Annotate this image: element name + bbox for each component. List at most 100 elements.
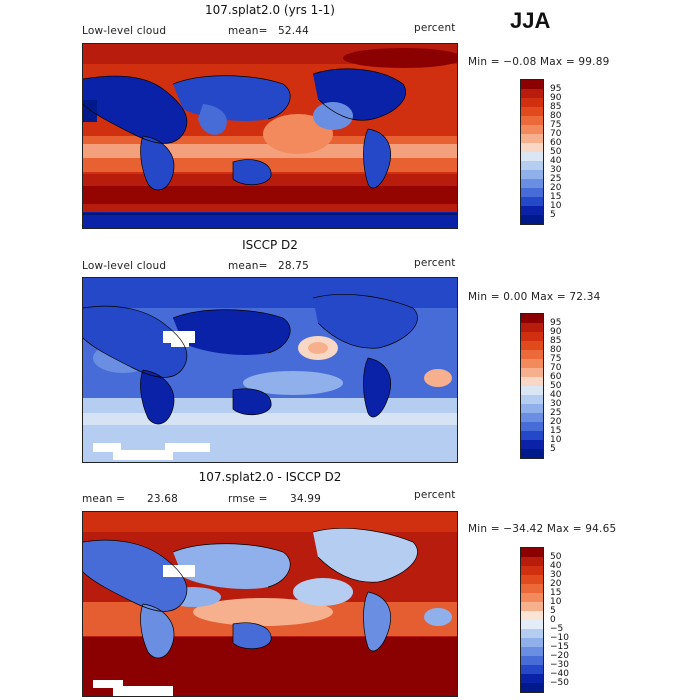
colorbar-swatch	[521, 332, 543, 341]
colorbar-tick-label: 15	[550, 192, 562, 202]
colorbar-swatch	[521, 413, 543, 422]
colorbar-tick-label: 20	[550, 183, 562, 193]
colorbar-swatch	[521, 404, 543, 413]
colorbar-swatch	[521, 386, 543, 395]
colorbar-swatch	[521, 611, 543, 620]
colorbar-swatch	[521, 359, 543, 368]
colorbar-tick-label: 90	[550, 93, 562, 103]
colorbar-swatch	[521, 620, 543, 629]
colorbar-tick-label: −15	[550, 642, 569, 652]
colorbar-swatch	[521, 98, 543, 107]
panel-3-mean-value: 23.68	[147, 493, 179, 505]
colorbar-tick-label: 0	[550, 615, 556, 625]
colorbar-tick-label: 95	[550, 84, 562, 94]
colorbar-swatch	[521, 206, 543, 215]
panel-2-units-label: percent	[414, 257, 456, 269]
colorbar-tick-label: 50	[550, 147, 562, 157]
colorbar-tick-label: −10	[550, 633, 569, 643]
colorbar-swatch	[521, 575, 543, 584]
colorbar-swatch	[521, 602, 543, 611]
colorbar-tick-label: 5	[550, 210, 556, 220]
colorbar-swatch	[521, 377, 543, 386]
colorbar-swatch	[521, 215, 543, 224]
colorbar-swatch	[521, 350, 543, 359]
panel-3-title: 107.splat2.0 - ISCCP D2	[198, 470, 342, 484]
colorbar-swatch	[521, 125, 543, 134]
colorbar-swatch	[521, 197, 543, 206]
colorbar-swatch	[521, 107, 543, 116]
season-label: JJA	[510, 8, 551, 33]
colorbar-swatch	[521, 89, 543, 98]
colorbar-tick-label: 60	[550, 372, 562, 382]
panel-3-units-label: percent	[414, 489, 456, 501]
colorbar-tick-label: 30	[550, 399, 562, 409]
colorbar-tick-label: 10	[550, 201, 562, 211]
colorbar-tick-label: 15	[550, 588, 562, 598]
panel-3-colorbar-swatches	[521, 548, 543, 692]
colorbar-swatch	[521, 323, 543, 332]
colorbar-swatch	[521, 80, 543, 89]
panel-3-colorbar	[520, 547, 544, 693]
panel-3-minmax: Min = −34.42 Max = 94.65	[468, 523, 617, 535]
colorbar-tick-label: 20	[550, 417, 562, 427]
panel-1-mean-value: 52.44	[278, 25, 310, 37]
colorbar-tick-label: 75	[550, 120, 562, 130]
colorbar-swatch	[521, 368, 543, 377]
colorbar-swatch	[521, 143, 543, 152]
panel-2-title: ISCCP D2	[242, 238, 298, 252]
panel-2-map	[82, 277, 458, 463]
colorbar-tick-label: 5	[550, 444, 556, 454]
colorbar-tick-label: 10	[550, 435, 562, 445]
colorbar-swatch	[521, 548, 543, 557]
colorbar-tick-label: 85	[550, 102, 562, 112]
colorbar-swatch	[521, 449, 543, 458]
colorbar-swatch	[521, 170, 543, 179]
colorbar-tick-label: 5	[550, 606, 556, 616]
panel-2-mean-label: mean=	[228, 260, 268, 272]
panel-1-colorbar-swatches	[521, 80, 543, 224]
panel-2-mean-value: 28.75	[278, 260, 310, 272]
colorbar-tick-label: 85	[550, 336, 562, 346]
colorbar-tick-label: 80	[550, 111, 562, 121]
colorbar-swatch	[521, 341, 543, 350]
colorbar-swatch	[521, 647, 543, 656]
colorbar-swatch	[521, 134, 543, 143]
panel-2-variable-label: Low-level cloud	[82, 260, 167, 272]
colorbar-tick-label: −5	[550, 624, 564, 634]
colorbar-swatch	[521, 665, 543, 674]
panel-1-units-label: percent	[414, 22, 456, 34]
colorbar-tick-label: 30	[550, 165, 562, 175]
colorbar-swatch	[521, 557, 543, 566]
colorbar-swatch	[521, 638, 543, 647]
colorbar-tick-label: 80	[550, 345, 562, 355]
colorbar-tick-label: 95	[550, 318, 562, 328]
colorbar-swatch	[521, 152, 543, 161]
panel-3-map	[82, 511, 458, 697]
colorbar-tick-label: −30	[550, 660, 569, 670]
panel-3-rmse-value: 34.99	[290, 493, 322, 505]
colorbar-tick-label: 40	[550, 561, 562, 571]
colorbar-swatch	[521, 161, 543, 170]
colorbar-tick-label: 15	[550, 426, 562, 436]
colorbar-tick-label: 40	[550, 390, 562, 400]
colorbar-tick-label: 20	[550, 579, 562, 589]
colorbar-tick-label: −50	[550, 678, 569, 688]
colorbar-tick-label: 50	[550, 381, 562, 391]
colorbar-swatch	[521, 422, 543, 431]
panel-1-minmax: Min = −0.08 Max = 99.89	[468, 56, 610, 68]
colorbar-tick-label: 50	[550, 552, 562, 562]
panel-1-map	[82, 43, 458, 229]
colorbar-swatch	[521, 431, 543, 440]
panel-1-mean-label: mean=	[228, 25, 268, 37]
colorbar-tick-label: 10	[550, 597, 562, 607]
colorbar-tick-label: 25	[550, 408, 562, 418]
colorbar-tick-label: 25	[550, 174, 562, 184]
colorbar-swatch	[521, 593, 543, 602]
colorbar-tick-label: 70	[550, 363, 562, 373]
panel-2-colorbar	[520, 313, 544, 459]
colorbar-swatch	[521, 440, 543, 449]
colorbar-tick-label: 90	[550, 327, 562, 337]
colorbar-swatch	[521, 395, 543, 404]
colorbar-swatch	[521, 314, 543, 323]
colorbar-tick-label: 60	[550, 138, 562, 148]
